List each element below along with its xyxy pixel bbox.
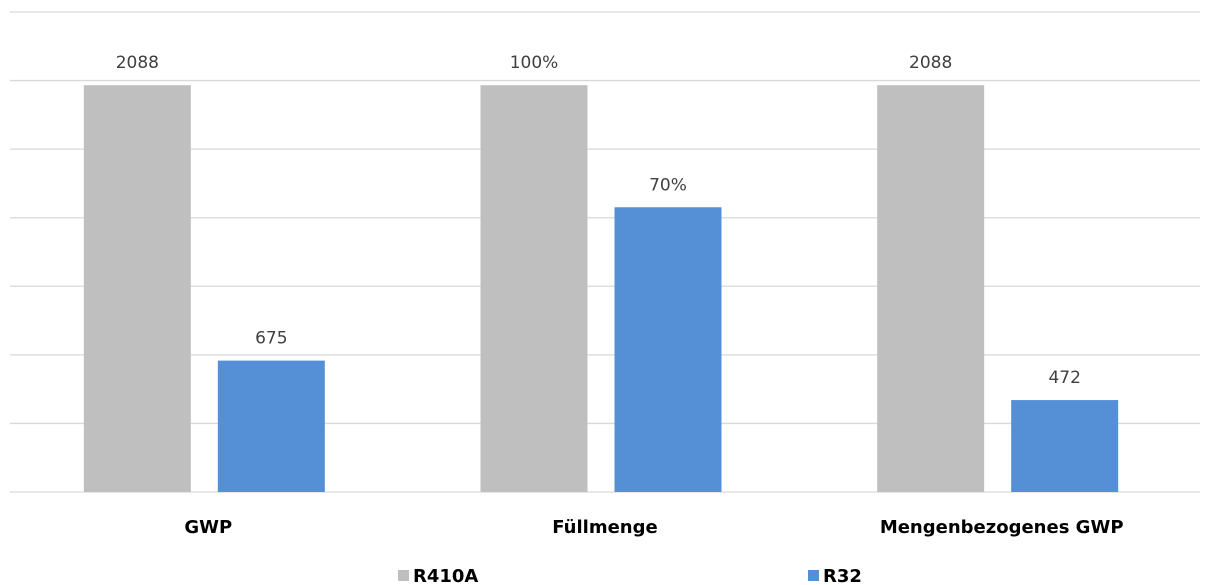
bar-r32-1 [217,360,325,492]
bar-r32-3 [1011,400,1119,492]
bar-r410a-3 [877,85,985,492]
legend-swatch-r410a [398,570,409,581]
data-label: 2088 [116,53,159,73]
data-label: 70% [649,175,687,195]
bars [83,85,1119,492]
legend-label-r410a: R410A [413,566,478,585]
bar-r410a-2 [480,85,588,492]
bar-r410a-1 [83,85,191,492]
data-label: 2088 [909,53,952,73]
data-label: 100% [510,53,559,73]
category-label: Mengenbezogenes GWP [880,517,1124,538]
data-label: 472 [1048,368,1080,388]
data-label: 675 [255,329,287,349]
legend-label-r32: R32 [823,566,862,585]
data-labels: 2088 675 100% 70% 2088 472 [116,53,1081,388]
legend-swatch-r32 [808,570,819,581]
bar-r32-2 [614,207,722,492]
category-label: Füllmenge [552,517,657,538]
category-labels: GWP Füllmenge Mengenbezogenes GWP [184,517,1123,538]
legend: R410A R32 [398,566,862,585]
category-label: GWP [184,517,232,538]
gridlines [10,11,1200,493]
